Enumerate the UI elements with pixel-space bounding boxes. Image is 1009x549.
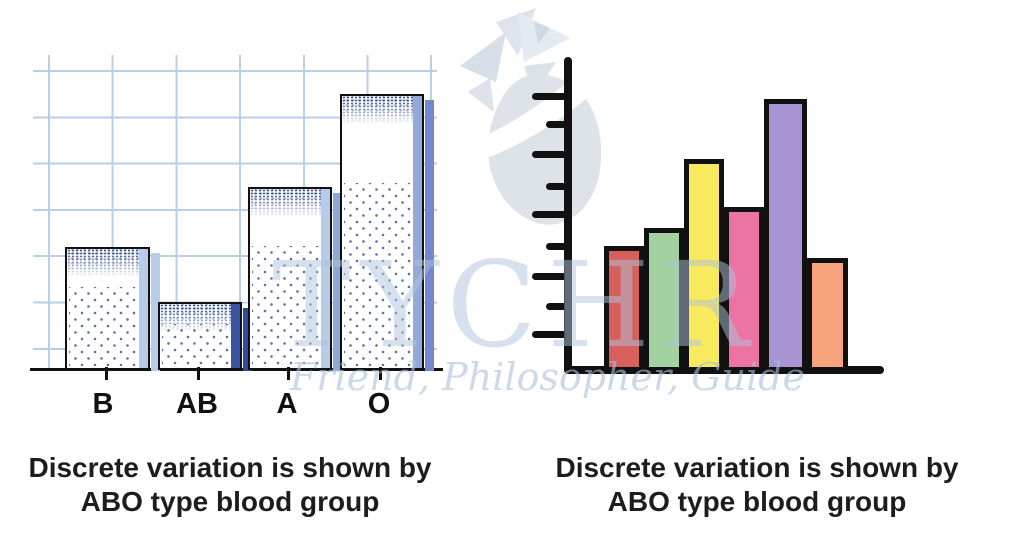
bar-side-shade [139, 249, 148, 368]
category-label-B: B [92, 388, 114, 420]
y-axis-tick [532, 211, 568, 218]
right-chart-caption: Discrete variation is shown by ABO type … [527, 451, 987, 519]
dot-texture [69, 287, 137, 366]
y-axis-tick [546, 303, 568, 310]
y-axis-tick [532, 151, 568, 158]
category-label-O: O [367, 388, 391, 420]
stipple-texture [250, 189, 321, 219]
y-axis-tick [532, 93, 568, 100]
x-axis-tick [105, 367, 108, 380]
x-axis-tick [379, 367, 382, 380]
caption-line-1: Discrete variation is shown by [555, 452, 959, 483]
left-chart-caption: Discrete variation is shown by ABO type … [0, 451, 460, 519]
bar-orange [807, 258, 848, 372]
bar-drop-shadow [150, 253, 160, 371]
caption-line-2: ABO type blood group [80, 486, 380, 517]
bar-drop-shadow [242, 308, 252, 371]
dot-texture [252, 246, 319, 366]
y-axis-tick [546, 243, 568, 250]
bar-red [604, 246, 644, 372]
x-axis-tick [197, 367, 200, 380]
stipple-texture [342, 96, 413, 126]
bar-blood-group-AB [158, 302, 252, 371]
dot-texture [344, 183, 411, 366]
stipple-texture [67, 249, 139, 279]
category-label-A: A [276, 388, 298, 420]
y-axis-tick [546, 121, 568, 128]
bar-green [644, 228, 684, 372]
caption-line-1: Discrete variation is shown by [28, 452, 432, 483]
y-axis-tick [532, 273, 568, 280]
left-bar-chart: B AB A O [30, 55, 443, 420]
bar-drop-shadow [424, 100, 434, 371]
bar-yellow [684, 159, 724, 372]
caption-line-2: ABO type blood group [607, 486, 907, 517]
x-axis-tick [287, 367, 290, 380]
bar-purple [764, 99, 807, 372]
y-axis-line [564, 57, 572, 373]
bar-blood-group-A [248, 187, 342, 371]
bar-side-shade [231, 304, 240, 368]
tychr-logo-icon [444, 8, 633, 225]
y-axis-tick [546, 183, 568, 190]
category-label-AB: AB [176, 388, 218, 420]
bar-pink [724, 207, 764, 372]
stipple-texture [160, 304, 231, 334]
bar-side-shade [413, 96, 422, 368]
bar-drop-shadow [332, 193, 342, 371]
y-axis-tick [532, 331, 568, 338]
bar-side-shade [321, 189, 330, 368]
bar-blood-group-O [340, 94, 434, 371]
